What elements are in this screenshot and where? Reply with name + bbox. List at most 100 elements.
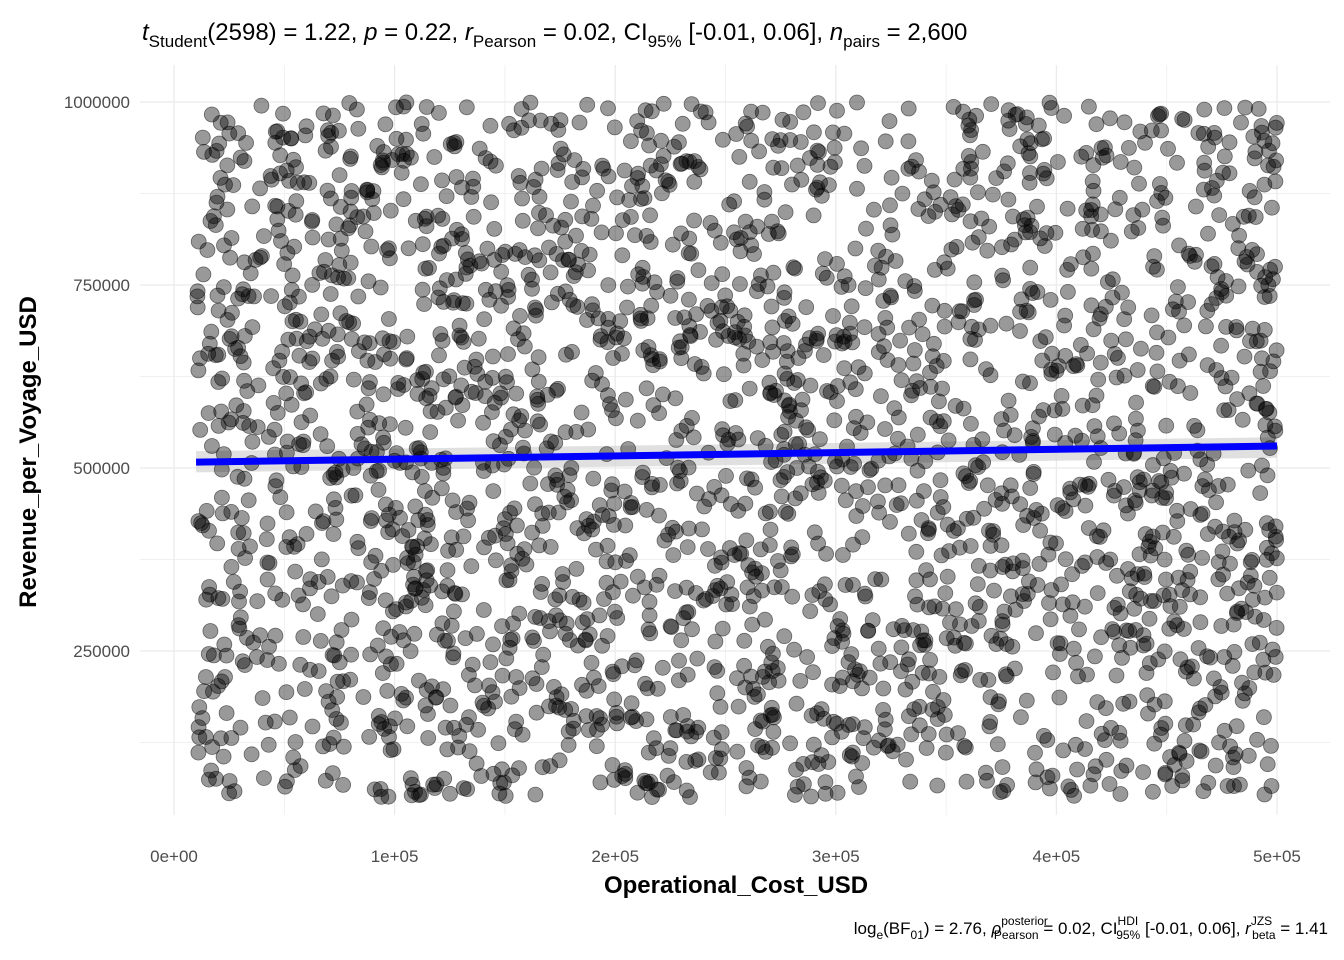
data-point (916, 483, 932, 500)
data-point (669, 475, 685, 492)
data-point (501, 115, 518, 132)
data-point (898, 751, 914, 768)
data-point (310, 574, 327, 590)
data-point (620, 278, 636, 295)
data-point (870, 640, 887, 657)
data-point (1244, 552, 1260, 568)
data-point (1139, 687, 1156, 704)
data-point (856, 319, 873, 336)
data-point (896, 622, 913, 639)
data-point (764, 706, 781, 723)
data-point (363, 510, 380, 526)
data-point (288, 193, 305, 210)
data-point (600, 100, 616, 117)
data-point (1089, 694, 1106, 710)
data-point (1151, 473, 1167, 489)
data-point (614, 658, 630, 675)
data-point (217, 176, 233, 193)
data-point (463, 383, 480, 400)
data-point (1172, 651, 1189, 668)
data-point (281, 294, 298, 311)
data-point (370, 481, 387, 498)
data-point (776, 628, 793, 645)
data-point (941, 543, 957, 559)
data-point (722, 393, 739, 410)
data-point (1203, 258, 1220, 275)
data-point (375, 386, 392, 403)
data-point (712, 750, 729, 767)
data-point (729, 670, 745, 687)
data-point (198, 591, 215, 608)
data-point (982, 317, 999, 334)
data-point (966, 292, 982, 309)
data-point (298, 118, 315, 135)
data-point (464, 656, 481, 673)
data-point (653, 132, 669, 149)
data-point (535, 646, 552, 663)
data-point (343, 331, 360, 347)
data-point (792, 673, 809, 689)
data-point (638, 501, 655, 518)
data-point (563, 193, 579, 210)
data-point (882, 654, 899, 671)
data-point (431, 347, 447, 364)
data-point (1210, 478, 1227, 494)
data-point (343, 189, 360, 206)
data-point (764, 131, 781, 148)
data-point (732, 243, 749, 260)
data-point (966, 274, 983, 291)
data-point (416, 483, 433, 499)
data-point (795, 104, 812, 121)
data-point (621, 192, 638, 209)
data-point (1247, 209, 1264, 225)
data-point (822, 596, 838, 613)
data-point (964, 234, 981, 251)
data-point (403, 593, 420, 609)
data-point (432, 326, 449, 342)
data-point (774, 111, 791, 128)
data-point (686, 212, 702, 229)
data-point (594, 637, 610, 654)
data-point (526, 247, 543, 264)
data-point (617, 517, 634, 534)
data-point (215, 279, 232, 296)
data-point (1237, 99, 1254, 116)
data-point (600, 319, 617, 336)
data-point (205, 208, 222, 225)
data-point (888, 497, 905, 513)
data-point (560, 723, 577, 740)
data-point (565, 712, 582, 729)
data-point (1127, 622, 1144, 638)
data-point (1045, 664, 1061, 681)
data-point (596, 591, 612, 607)
data-point (328, 216, 345, 233)
data-point (788, 412, 804, 429)
data-point (252, 180, 269, 197)
data-point (877, 309, 894, 326)
data-point (343, 646, 360, 663)
data-point (222, 249, 239, 266)
data-point (1116, 367, 1133, 384)
data-point (456, 359, 473, 376)
data-point (1115, 695, 1132, 712)
data-point (614, 212, 631, 229)
data-point (1104, 271, 1121, 288)
data-point (750, 686, 766, 703)
data-point (1234, 692, 1251, 709)
data-point (192, 350, 208, 367)
data-point (669, 273, 686, 290)
data-point (404, 464, 421, 481)
data-point (1241, 182, 1258, 199)
data-point (511, 760, 527, 776)
data-point (1214, 543, 1231, 560)
data-points (189, 94, 1285, 805)
data-point (359, 352, 376, 369)
data-point (994, 613, 1011, 629)
data-point (419, 517, 436, 533)
data-point (555, 574, 571, 590)
data-point (434, 172, 450, 189)
data-point (510, 168, 527, 184)
data-point (994, 267, 1010, 284)
data-point (1240, 747, 1257, 764)
data-point (1156, 693, 1173, 710)
